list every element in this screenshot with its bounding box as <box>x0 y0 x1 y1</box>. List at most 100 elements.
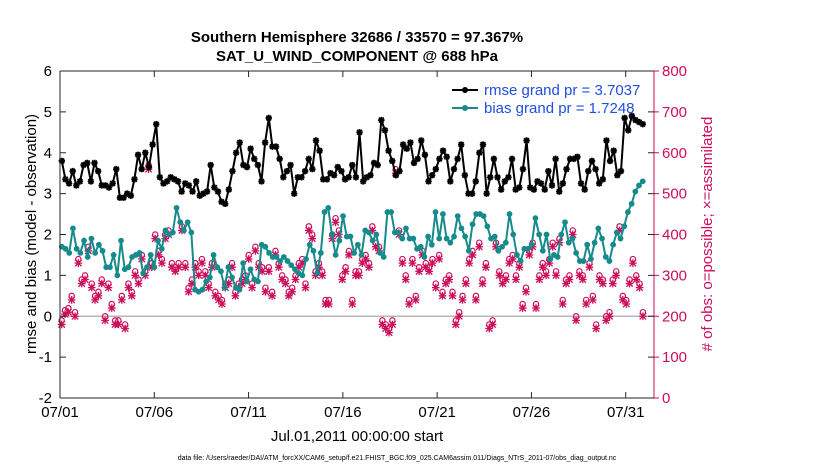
bias-point <box>562 219 568 226</box>
rmse-point <box>298 174 305 181</box>
rmse-point <box>320 176 327 183</box>
rmse-point <box>585 167 592 175</box>
obs-assimilated-point <box>318 271 327 280</box>
obs-assimilated-point <box>438 291 447 300</box>
rmse-point <box>334 163 341 171</box>
bias-point <box>617 235 624 242</box>
rmse-point <box>592 165 599 173</box>
obs-assimilated-point <box>582 300 590 308</box>
obs-assimilated-point <box>341 267 350 276</box>
bias-point <box>377 249 383 256</box>
obs-assimilated-point <box>522 287 530 296</box>
rmse-point <box>287 161 294 169</box>
bias-point <box>125 264 132 271</box>
obs-assimilated-point <box>462 279 470 288</box>
obs-assimilated-point <box>535 275 544 284</box>
obs-assimilated-point <box>268 291 276 300</box>
obs-assimilated-point <box>201 271 210 280</box>
ticks-layer: -2 -1 0 1 2 3 4 5 6 0 100 200 300 400 500 600 700 800 07/0… <box>39 63 687 421</box>
bias-point <box>62 245 69 252</box>
obs-assimilated-point <box>498 279 507 288</box>
x-tick-label: 07/26 <box>513 404 551 421</box>
obs-assimilated-point <box>492 242 500 251</box>
obs-assimilated-point <box>622 300 631 308</box>
bias-point <box>495 247 502 254</box>
bias-point <box>480 213 487 220</box>
obs-assimilated-point <box>294 263 303 272</box>
rmse-point <box>330 172 338 179</box>
rmse-point <box>421 151 429 158</box>
rmse-point <box>251 155 258 163</box>
bias-point <box>399 235 406 242</box>
obs-assimilated-point <box>284 291 293 300</box>
obs-assimilated-point <box>635 283 644 292</box>
bias-point <box>613 229 620 236</box>
obs-assimilated-point <box>194 271 203 280</box>
bias-point <box>625 209 631 215</box>
y-tick-label-left: 3 <box>44 186 52 203</box>
obs-assimilated-point <box>298 259 307 267</box>
y-tick-label-right: 200 <box>662 308 687 325</box>
rmse-point <box>454 155 461 163</box>
y-tick-label-right: 100 <box>662 349 687 366</box>
y-tick-label-right: 500 <box>662 186 687 203</box>
plot-area <box>60 71 654 398</box>
bias-point <box>465 247 472 254</box>
obs-assimilated-point <box>488 320 497 329</box>
rmse-point <box>570 155 577 163</box>
obs-assimilated-point <box>585 263 594 272</box>
rmse-point <box>468 190 476 197</box>
rmse-point <box>425 178 432 185</box>
bias-point <box>66 249 73 256</box>
rmse-point <box>410 159 418 167</box>
obs-assimilated-point <box>485 324 494 333</box>
y-tick-label-right: 600 <box>662 145 687 162</box>
obs-assimilated-point <box>468 251 477 259</box>
obs-assimilated-point <box>615 226 624 235</box>
rmse-point <box>479 141 487 148</box>
rmse-point <box>145 163 153 171</box>
rmse-point <box>599 176 607 183</box>
bias-point <box>484 223 491 230</box>
rmse-point <box>312 137 320 144</box>
bias-point <box>177 219 184 226</box>
rmse-point <box>290 190 298 197</box>
rmse-point <box>214 188 222 195</box>
rmse-point <box>207 161 214 169</box>
obs-assimilated-point <box>451 320 460 329</box>
obs-assimilated-point <box>365 263 373 272</box>
obs-assimilated-point <box>184 287 193 296</box>
rmse-point <box>254 161 262 169</box>
rmse-point <box>160 180 167 187</box>
bias-point <box>292 266 298 273</box>
bias-point <box>436 235 443 242</box>
rmse-point <box>240 161 247 169</box>
obs-assimilated-point <box>238 279 246 288</box>
bias-point <box>554 254 561 260</box>
y-tick-label-right: 800 <box>662 63 687 80</box>
obs-assimilated-point <box>435 255 443 263</box>
obs-assimilated-point <box>355 271 363 280</box>
rmse-point <box>323 176 331 183</box>
footer-data-file: data file: /Users/raeder/DAI/ATM_forcXX/… <box>178 455 617 462</box>
bias-point <box>458 225 465 232</box>
bias-point <box>421 254 428 260</box>
rmse-point <box>378 116 385 124</box>
obs-assimilated-point <box>482 263 490 272</box>
bias-point <box>514 252 520 258</box>
bias-point <box>628 200 635 207</box>
bias-point <box>314 270 321 277</box>
bias-point <box>354 241 361 248</box>
rmse-point <box>639 120 646 128</box>
rmse-point <box>305 155 312 163</box>
obs-assimilated-point <box>278 275 286 284</box>
obs-assimilated-point <box>258 267 266 276</box>
obs-assimilated-point <box>104 283 113 292</box>
rmse-point <box>494 174 501 181</box>
bias-point <box>621 223 628 230</box>
rmse-point <box>508 155 516 163</box>
bias-point <box>602 254 609 260</box>
rmse-point <box>385 147 392 154</box>
obs-assimilated-point <box>91 296 99 304</box>
bias-point <box>107 264 113 271</box>
